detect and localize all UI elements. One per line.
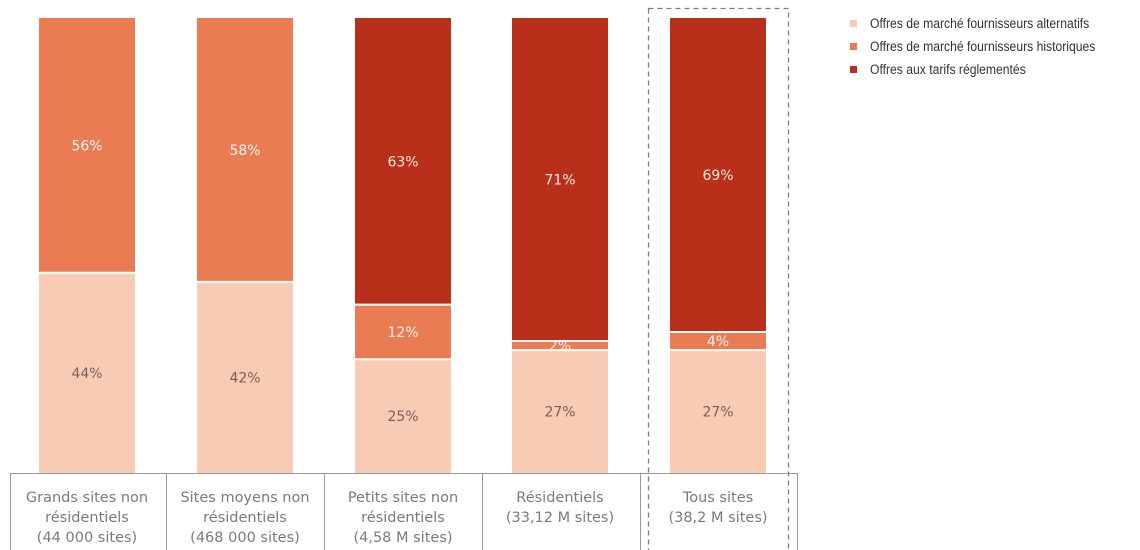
legend-label: Offres de marché fournisseurs historique… [870,39,1096,54]
category-label: (44 000 sites) [37,530,137,546]
category-label: Petits sites non [348,490,458,506]
bar-segment [197,281,293,473]
legend-item: Offres de marché fournisseurs alternatif… [850,12,1120,35]
data-label: 44% [71,366,102,382]
data-label: 63% [387,154,418,170]
bar-segment [197,18,293,282]
data-label: 69% [702,168,733,184]
category-label: (33,12 M sites) [506,510,614,526]
data-label: 27% [702,405,733,421]
bar-segment [355,18,451,305]
legend: Offres de marché fournisseurs alternatif… [850,12,1120,81]
bar-segment [355,304,451,360]
data-label: 12% [387,325,418,341]
legend-item: Offres de marché fournisseurs historique… [850,35,1120,58]
legend-swatch [850,20,857,27]
category-label: (468 000 sites) [190,530,300,546]
legend-item: Offres aux tarifs réglementés [850,58,1120,81]
data-label: 2% [549,339,571,355]
data-label: 27% [544,405,575,421]
category-label: (4,58 M sites) [353,530,452,546]
data-label: 56% [71,138,102,154]
category-label: (38,2 M sites) [668,510,767,526]
category-label: Tous sites [682,490,753,506]
data-label: 71% [544,173,575,189]
category-label: résidentiels [45,510,129,526]
data-label: 4% [707,334,729,350]
bar-segment [39,18,135,273]
legend-label: Offres de marché fournisseurs alternatif… [870,16,1090,31]
bar-segment [512,341,608,351]
bar-segment [670,350,766,473]
bar-segment [670,18,766,332]
data-label: 58% [229,143,260,159]
legend-swatch [850,43,857,50]
stacked-bar-chart: 44% 56% 42% 58% 25% 12% 63% 27% 2% 71% 27% 4% 69% Gra… [10,7,798,550]
category-label: résidentiels [203,510,287,526]
category-label: Sites moyens non [180,490,309,506]
bar-segment [512,18,608,342]
bar-segment [39,272,135,473]
legend-swatch [850,66,857,73]
bar-segment [355,359,451,473]
category-label: résidentiels [361,510,445,526]
data-label: 25% [387,409,418,425]
highlight-box [647,7,790,550]
bar-segment [670,331,766,351]
category-label: Grands sites non [26,490,148,506]
legend-label: Offres aux tarifs réglementés [870,62,1026,77]
bar-segment [512,350,608,473]
category-label: Résidentiels [516,490,603,506]
data-label: 42% [229,370,260,386]
